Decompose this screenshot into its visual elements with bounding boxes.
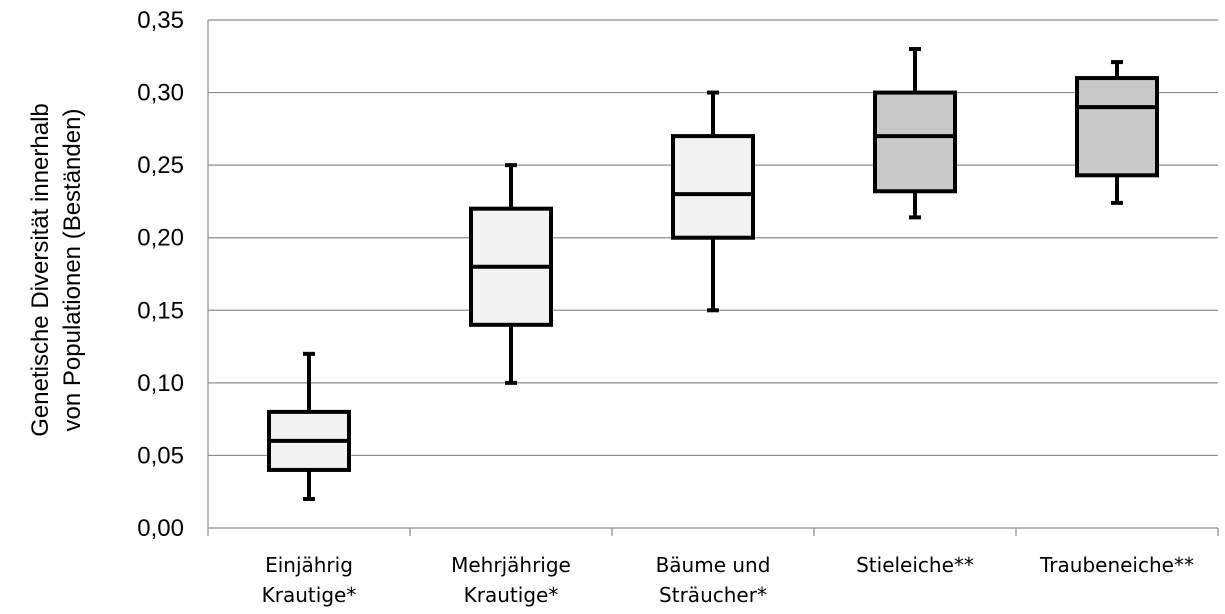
x-category-label: Stieleiche**	[856, 553, 974, 577]
box-3	[671, 90, 755, 313]
x-category-labels: Einjährig Krautige* Mehrjährige Krautige* Bä…	[262, 553, 1194, 607]
iqr-box	[1075, 76, 1159, 178]
x-category-label: Einjährig Krautige*	[262, 553, 357, 607]
y-tick-label: 0,20	[137, 225, 184, 252]
y-tick-label: 0,05	[137, 442, 184, 469]
iqr-box	[873, 90, 957, 194]
box-1	[267, 351, 351, 501]
x-category-label: Mehrjährige Krautige*	[451, 553, 571, 607]
y-tick-label: 0,30	[137, 80, 184, 107]
boxes	[267, 47, 1159, 501]
y-axis-title: Genetische Diversität innerhalb von Popul…	[27, 103, 86, 437]
y-tick-label: 0,35	[137, 7, 184, 34]
y-tick-labels: 0,00 0,05 0,10 0,15 0,20 0,25 0,30 0,35	[137, 7, 184, 542]
y-tick-label: 0,25	[137, 152, 184, 179]
box-5	[1075, 60, 1159, 205]
iqr-box	[671, 134, 755, 240]
axes	[207, 20, 1219, 536]
x-category-label: Bäume und Sträucher*	[656, 553, 771, 607]
y-axis-title-line: von Populationen (Beständen)	[59, 109, 86, 432]
y-tick-label: 0,00	[137, 515, 184, 542]
y-tick-label: 0,15	[137, 297, 184, 324]
x-category-label: Traubeneiche**	[1039, 553, 1194, 577]
y-axis-title-line: Genetische Diversität innerhalb	[27, 103, 54, 437]
box-4	[873, 47, 957, 220]
box-2	[469, 163, 553, 385]
y-tick-label: 0,10	[137, 370, 184, 397]
